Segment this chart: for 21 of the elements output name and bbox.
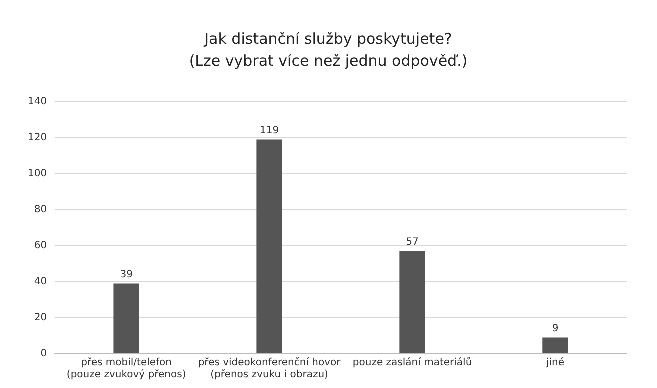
chart-title: Jak distanční služby poskytujete? (Lze vybrat více než jednu odpověď.) bbox=[188, 29, 469, 72]
y-tick-label: 120 bbox=[28, 132, 48, 144]
x-tick-label: přes mobil/telefon (pouze zvukový přenos) bbox=[66, 358, 186, 381]
data-label: 9 bbox=[552, 323, 559, 334]
y-tick-label: 60 bbox=[34, 240, 48, 252]
data-label: 119 bbox=[260, 125, 280, 136]
data-label: 57 bbox=[406, 236, 419, 248]
y-tick-label: 80 bbox=[34, 204, 48, 216]
y-tick-label: 20 bbox=[34, 312, 48, 324]
y-tick-label: 140 bbox=[28, 96, 48, 108]
y-tick-label: 40 bbox=[34, 276, 48, 288]
y-tick-label: 100 bbox=[28, 168, 48, 180]
bar bbox=[256, 140, 282, 354]
x-tick-label: jiné bbox=[545, 358, 565, 369]
x-tick-label: pouze zaslání materiálů bbox=[352, 356, 472, 369]
x-tick-label: přes videokonferenční hovor (přenos zvuku i obrazu) bbox=[198, 358, 342, 381]
data-label: 39 bbox=[120, 269, 133, 280]
bar bbox=[400, 251, 426, 354]
bar bbox=[114, 284, 140, 354]
bar bbox=[542, 338, 568, 354]
y-tick-label: 0 bbox=[40, 348, 48, 360]
